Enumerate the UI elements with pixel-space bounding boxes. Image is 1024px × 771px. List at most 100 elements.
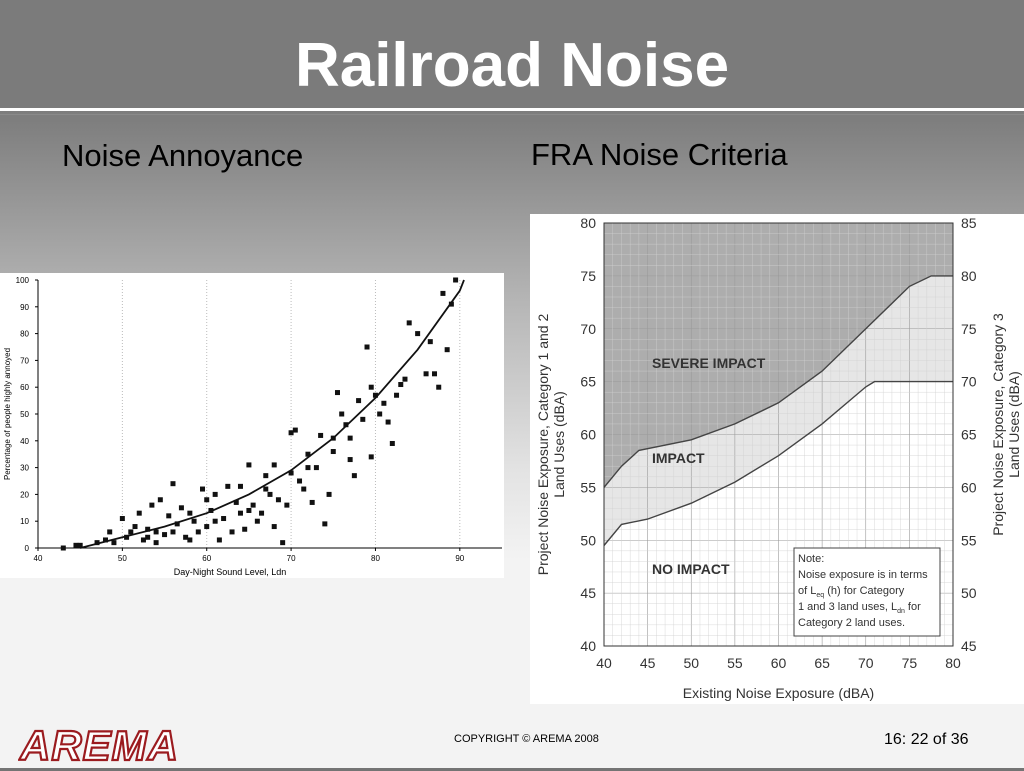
scatter-point [132,524,138,530]
fra-y-left-tick-label: 60 [580,427,596,443]
scatter-point [183,534,189,540]
scatter-point [233,499,239,505]
scatter-x-tick-label: 90 [455,554,464,563]
scatter-point [212,491,218,497]
scatter-point [394,392,400,398]
scatter-point [385,419,391,425]
scatter-point [250,502,256,508]
scatter-x-tick-label: 70 [287,554,296,563]
scatter-point [364,344,370,350]
scatter-y-tick-label: 90 [20,303,29,312]
scatter-point [119,516,125,522]
scatter-point [174,521,180,527]
scatter-point [288,470,294,476]
arema-logo-graphic: AREMA [18,721,179,770]
fra-y-right-tick-label: 70 [961,374,977,390]
scatter-point [153,529,159,535]
fra-x-tick-label: 75 [902,655,918,671]
scatter-point [343,422,349,428]
scatter-point [237,483,243,489]
right-heading: FRA Noise Criteria [531,137,788,172]
scatter-point [107,529,113,535]
scatter-point [170,481,176,487]
scatter-y-tick-label: 10 [20,517,29,526]
fra-y-left-tick-label: 75 [580,268,596,284]
scatter-point [318,432,324,438]
fra-x-tick-label: 60 [771,655,787,671]
scatter-point [368,454,374,460]
scatter-point [280,540,286,546]
noise-annoyance-chart: 0 10 20 30 40 50 60 70 80 90 100 40 50 60 70 80 90 Day-Ni… [3,276,502,577]
scatter-point [453,277,459,283]
scatter-point [216,537,222,543]
scatter-point [368,384,374,390]
note-line: Note: [798,553,824,565]
slide-title: Railroad Noise [294,31,730,100]
scatter-point [267,491,273,497]
scatter-point [60,545,66,551]
scatter-point [305,451,311,457]
scatter-x-tick-label: 40 [34,554,43,563]
scatter-point [94,540,100,546]
fra-y-left-tick-label: 55 [580,479,596,495]
scatter-point [246,462,252,468]
scatter-point [124,534,130,540]
fra-y-right-tick-label: 75 [961,321,977,337]
fra-x-tick-label: 55 [727,655,743,671]
scatter-point [309,499,315,505]
fra-y-left-tick-label: 65 [580,374,596,390]
scatter-point [275,497,281,503]
scatter-point [347,435,353,441]
fra-y-right-axis-title: Project Noise Exposure, Category 3Land U… [990,313,1022,536]
scatter-point [242,526,248,532]
fra-y-left-tick-label: 40 [580,638,596,654]
scatter-y-tick-label: 50 [20,410,29,419]
scatter-point [187,510,193,516]
logo-text: AREMA [19,722,179,766]
scatter-point [284,502,290,508]
scatter-point [423,371,429,377]
scatter-point [372,392,378,398]
scatter-x-tick-label: 80 [371,554,380,563]
scatter-point [212,518,218,524]
fra-x-axis-title: Existing Noise Exposure (dBA) [683,685,874,701]
scatter-point [170,529,176,535]
fra-x-tick-label: 45 [640,655,656,671]
scatter-point [406,320,412,326]
fra-y-right-tick-label: 80 [961,268,977,284]
fra-x-tick-label: 50 [683,655,699,671]
scatter-point [313,465,319,471]
scatter-point [254,518,260,524]
scatter-point [162,532,168,538]
note-line: of Leq (h) for Category [798,585,905,599]
scatter-point [102,537,108,543]
impact-label: IMPACT [652,450,705,466]
scatter-point [140,537,146,543]
scatter-point [322,521,328,527]
scatter-point [221,516,227,522]
title-divider-shadow [0,114,1024,115]
scatter-point [153,540,159,546]
scatter-point [389,440,395,446]
scatter-point [297,478,303,484]
scatter-point [229,529,235,535]
scatter-point [111,540,117,546]
scatter-x-tick-label: 50 [118,554,127,563]
scatter-point [178,505,184,511]
scatter-point [225,483,231,489]
scatter-point [263,473,269,479]
scatter-point [326,491,332,497]
scatter-point [204,497,210,503]
fra-criteria-chart: 40 45 50 55 60 65 70 75 804045505560657075804550… [535,215,1022,701]
fra-x-tick-label: 80 [945,655,961,671]
scatter-point [145,526,151,532]
scatter-y-tick-label: 0 [25,544,30,553]
fra-y-right-tick-label: 45 [961,638,977,654]
fra-y-left-tick-label: 45 [580,585,596,601]
scatter-point [427,339,433,345]
scatter-point [448,301,454,307]
scatter-point [246,507,252,513]
fra-y-right-tick-label: 50 [961,585,977,601]
note-line: Category 2 land uses. [798,617,905,629]
scatter-point [334,390,340,396]
